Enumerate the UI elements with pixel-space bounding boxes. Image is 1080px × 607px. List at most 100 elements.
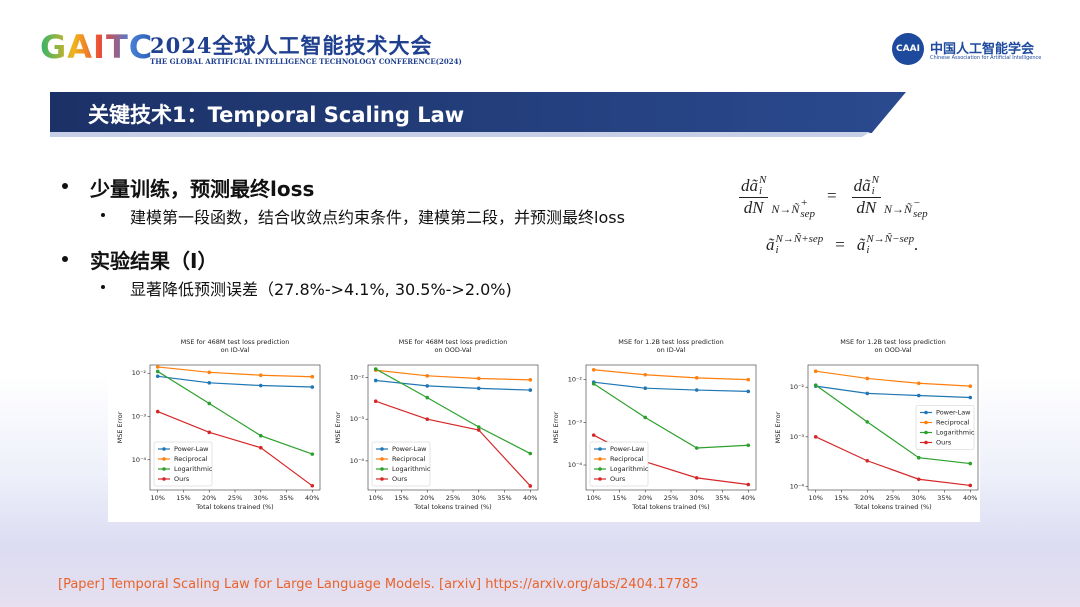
slide-title: 关键技术1：Temporal Scaling Law (88, 103, 465, 127)
series-marker (258, 445, 263, 450)
series-marker (643, 372, 648, 377)
x-tick-label: 15% (834, 494, 848, 502)
y-tick-label: 10⁻⁴ (568, 461, 583, 469)
x-tick-label: 10% (151, 494, 165, 502)
footer-reference: [Paper] Temporal Scaling Law for Large L… (58, 577, 699, 592)
symbol: N (759, 173, 767, 186)
y-tick-label: 10⁻³ (350, 415, 365, 423)
legend-box (153, 441, 213, 487)
series-marker (968, 395, 973, 400)
symbol: sep (808, 233, 824, 245)
series-marker (643, 386, 648, 390)
header-subtitle: THE GLOBAL ARTIFICIAL INTELLIGENCE TECHN… (150, 57, 462, 66)
x-tick-label: 25% (664, 494, 678, 502)
legend-label: Ours (174, 475, 190, 483)
formula-line: ã N→Ñ + sep i = ã N→Ñ − sep i . (766, 234, 918, 256)
y-axis-label: MSE Error (552, 411, 560, 443)
denominator: dN (743, 197, 764, 217)
chart-title: MSE for 1.2B test loss prediction (618, 338, 724, 346)
series-line (157, 366, 313, 378)
series-marker (476, 425, 481, 429)
series-marker (207, 401, 212, 406)
series-marker (528, 378, 533, 382)
chart-subtitle: on OOD-Val (874, 346, 911, 354)
x-tick-label: 30% (912, 494, 926, 502)
x-tick-label: 10% (809, 494, 823, 502)
series-line (375, 400, 531, 487)
y-tick-label: 10⁻² (568, 376, 583, 384)
series-marker (207, 381, 212, 385)
series-marker (528, 451, 533, 456)
bullet (101, 213, 105, 217)
y-axis-label: MSE Error (774, 411, 782, 443)
series-marker (155, 374, 160, 379)
bullet-text: 少量训练，预测最终loss (90, 177, 315, 201)
legend-label: Power-Law (936, 409, 971, 417)
symbol: + (800, 197, 808, 209)
legend-label: Logarithmic (174, 465, 213, 473)
y-tick-label: 10⁻³ (790, 433, 805, 441)
series-marker (310, 385, 315, 389)
x-tick-label: 30% (472, 494, 486, 502)
org-name: 中国人工智能学会 (930, 42, 1035, 57)
series-marker (476, 376, 481, 381)
symbol: . (914, 235, 919, 254)
series-marker (258, 383, 263, 388)
series-marker (865, 458, 870, 463)
series-marker (591, 381, 596, 386)
legend-marker (598, 447, 602, 451)
y-tick-label: 10⁻⁴ (132, 456, 147, 464)
legend-marker (924, 440, 928, 445)
symbol: dã (741, 175, 758, 195)
series-marker (373, 378, 378, 383)
legend-label: Ours (610, 475, 626, 483)
header-title: 2024全球人工智能技术大会 (150, 33, 433, 58)
symbol: N→Ñ (866, 233, 893, 245)
symbol: = (835, 235, 845, 254)
sub-bullet-text: 建模第一段函数，结合收敛点约束条件，建模第二段，并预测最终loss (130, 208, 625, 227)
series-marker (155, 369, 160, 374)
series-marker (813, 383, 818, 387)
legend-marker (162, 467, 166, 471)
x-tick-label: 35% (937, 494, 951, 502)
series-marker (694, 446, 699, 450)
x-tick-label: 10% (587, 494, 601, 502)
x-tick-label: 20% (638, 494, 652, 502)
legend-label: Logarithmic (936, 429, 975, 437)
symbol: N→Ñ (771, 201, 800, 216)
series-marker (916, 477, 921, 482)
y-tick-label: 10⁻⁴ (350, 457, 365, 465)
series-marker (155, 365, 160, 369)
y-tick-label: 10⁻³ (568, 418, 583, 426)
x-tick-label: 35% (715, 494, 729, 502)
indices: + sep (800, 198, 815, 220)
sub-bullet-text: 显著降低预测误差（27.8%->4.1%, 30.5%->2.0%) (130, 280, 512, 299)
series-line (593, 369, 749, 381)
series-marker (425, 374, 430, 378)
denominator: dN (856, 197, 877, 217)
logo: GAITC (40, 28, 154, 66)
series-line (815, 370, 971, 387)
symbol: − (892, 233, 900, 245)
legend-marker (380, 467, 384, 471)
series-line (593, 383, 749, 449)
x-axis-label: Total tokens trained (%) (631, 503, 709, 511)
legend-label: Reciprocal (936, 419, 970, 427)
series-line (157, 411, 313, 487)
legend-marker (380, 477, 384, 481)
series-marker (310, 374, 315, 379)
series-marker (310, 484, 315, 488)
legend-label: Power-Law (610, 445, 645, 453)
symbol: i (866, 244, 870, 256)
series-marker (425, 384, 430, 388)
legend-label: Ours (936, 439, 952, 447)
chart-title: MSE for 468M test loss prediction (399, 338, 508, 346)
limit: N→Ñ − sep (884, 198, 928, 220)
series-marker (591, 367, 596, 372)
chart-title: MSE for 1.2B test loss prediction (840, 338, 946, 346)
